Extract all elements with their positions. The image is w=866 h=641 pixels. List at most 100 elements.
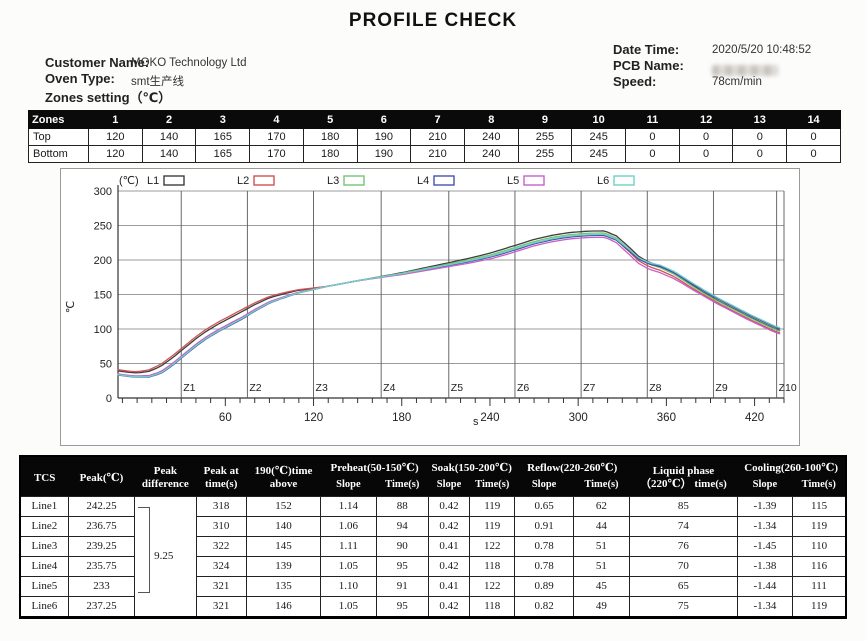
zone-temperature-cell: 165 xyxy=(195,145,251,163)
legend-label-L4: L4 xyxy=(417,175,429,187)
stats-cell-liquid: 76 xyxy=(629,535,738,557)
y-tick-label: 100 xyxy=(94,324,112,336)
stats-table-body: Line1 242.25 9.25 318 152 1.14 88 0.42 119 0.65 62… xyxy=(19,495,847,618)
stats-cell-pre_slope: 1.05 xyxy=(320,555,377,577)
col-header-preheat-slope: Slope xyxy=(320,476,377,497)
peak-difference-bracket xyxy=(138,506,151,593)
zone-temperature-cell: 0 xyxy=(786,128,841,146)
stats-cell-ref_time: 62 xyxy=(572,495,631,517)
stats-cell-peak: 233 xyxy=(67,575,136,597)
stats-cell-ref_slope: 0.89 xyxy=(514,575,574,597)
zone-number-header: 4 xyxy=(249,110,304,129)
stats-cell-soak_slope: 0.42 xyxy=(427,595,471,618)
profile-chart-panel: 0 50 100 150 200 250 300 Z1 Z2 Z3 Z4 Z5 Z6 Z7 Z8 Z9 Z10 6… xyxy=(60,168,800,446)
zone-label: Z1 xyxy=(183,382,195,394)
zone-number-header: 11 xyxy=(625,110,680,129)
date-time-label: Date Time: xyxy=(613,42,680,57)
zone-temperature-cell: 165 xyxy=(195,128,251,146)
y-tick-label: 200 xyxy=(94,255,112,267)
zone-number-header: 13 xyxy=(732,110,788,129)
y-tick-label: 300 xyxy=(94,186,112,198)
stats-cell-soak_time: 119 xyxy=(469,515,516,537)
zone-label: Z5 xyxy=(451,382,463,394)
redaction-smudge xyxy=(712,65,778,77)
stats-cell-liquid: 85 xyxy=(629,495,738,517)
stats-cell-liquid: 65 xyxy=(629,575,738,597)
stats-cell-peak_at: 321 xyxy=(195,575,247,597)
legend-label-L1: L1 xyxy=(147,175,159,187)
zone-temperature-cell: 0 xyxy=(732,145,788,163)
stats-cell-soak_time: 119 xyxy=(469,495,516,517)
stats-cell-cool_time: 111 xyxy=(792,575,847,597)
col-header-soak: Soak(150-200℃) xyxy=(428,456,515,477)
stats-cell-peak_at: 322 xyxy=(195,535,247,557)
pcb-name-redacted-value xyxy=(712,62,778,80)
stats-cell-tcs: Line5 xyxy=(19,575,69,597)
stats-cell-pre_time: 90 xyxy=(375,535,429,557)
zone-temperature-cell: 180 xyxy=(302,128,358,146)
zone-number-header: 12 xyxy=(678,110,734,129)
zone-temperature-cell: 240 xyxy=(463,145,519,163)
col-header-soak-slope: Slope xyxy=(428,476,470,497)
stats-cell-ref_slope: 0.65 xyxy=(514,495,574,517)
stats-cell-liquid: 70 xyxy=(629,555,738,577)
stats-cell-ref_time: 51 xyxy=(572,535,631,557)
x-tick-label: 420 xyxy=(745,412,764,424)
zone-temperature-cell: 180 xyxy=(302,145,358,163)
oven-type-label: Oven Type: xyxy=(45,71,115,86)
col-header-soak-time: Time(s) xyxy=(469,476,515,497)
stats-cell-soak_time: 122 xyxy=(469,535,516,557)
stats-cell-pre_time: 88 xyxy=(375,495,429,517)
zones-table-row: Top 120 140 165 170 180 190 210 240 255 245 0 0 0 0 xyxy=(28,128,841,146)
zones-table-body: Top 120 140 165 170 180 190 210 240 255 245 0 0 0 0 Bot… xyxy=(28,128,841,163)
col-header-cooling: Cooling(260-100℃) xyxy=(737,456,846,477)
stats-cell-soak_slope: 0.41 xyxy=(427,575,471,597)
x-tick-label: 180 xyxy=(392,412,411,424)
stats-cell-cool_time: 119 xyxy=(792,515,847,537)
zone-temperature-cell: 190 xyxy=(356,145,412,163)
stats-cell-ref_slope: 0.91 xyxy=(514,515,574,537)
zone-label: Z10 xyxy=(779,382,797,394)
date-time-value: 2020/5/20 10:48:52 xyxy=(712,44,812,56)
legend-swatch-L5 xyxy=(523,175,545,186)
zone-row-label: Top xyxy=(28,128,89,146)
x-tick-label: 60 xyxy=(219,412,232,424)
stats-cell-pre_slope: 1.06 xyxy=(320,515,377,537)
zone-temperature-cell: 0 xyxy=(732,128,788,146)
stats-cell-ref_time: 51 xyxy=(572,555,631,577)
stats-cell-liquid: 75 xyxy=(629,595,738,618)
col-header-cooling-slope: Slope xyxy=(737,476,793,497)
legend-label-L3: L3 xyxy=(327,175,339,187)
x-tick-label: 300 xyxy=(569,412,588,424)
stats-cell-cool_time: 115 xyxy=(792,495,847,517)
legend-label-L2: L2 xyxy=(237,175,249,187)
zone-number-header: 7 xyxy=(410,110,465,129)
stats-cell-pre_slope: 1.05 xyxy=(320,595,377,618)
stats-cell-peak_at: 324 xyxy=(195,555,247,577)
stats-table-row: Line1 242.25 9.25 318 152 1.14 88 0.42 119 0.65 62… xyxy=(19,495,847,618)
stats-cell-ref_time: 49 xyxy=(572,595,631,618)
col-header-liquid-phase: Liquid phase （220℃） time(s) xyxy=(629,456,738,497)
zone-temperature-cell: 0 xyxy=(678,128,734,146)
stats-cell-ref_slope: 0.78 xyxy=(514,555,574,577)
legend-swatch-L4 xyxy=(433,175,455,186)
zone-temperature-cell: 255 xyxy=(517,128,573,146)
zone-temperature-cell: 240 xyxy=(463,128,519,146)
stats-cell-t190: 135 xyxy=(245,575,322,597)
stats-cell-peak: 235.75 xyxy=(67,555,136,577)
stats-cell-tcs: Line2 xyxy=(19,515,69,537)
zone-temperature-cell: 140 xyxy=(141,145,197,163)
zone-temperature-cell: 120 xyxy=(88,145,143,163)
speed-label: Speed: xyxy=(613,74,657,89)
legend-label-L6: L6 xyxy=(597,175,609,187)
zone-temperature-cell: 210 xyxy=(410,128,465,146)
stats-cell-tcs: Line1 xyxy=(19,495,69,517)
stats-cell-ref_time: 44 xyxy=(572,515,631,537)
profile-curve-L6 xyxy=(117,233,781,378)
zone-label: Z9 xyxy=(715,382,727,394)
stats-cell-cool_slope: -1.45 xyxy=(736,535,794,557)
legend-swatch-L1 xyxy=(163,175,185,186)
profile-stats-table: TCS Peak(℃) Peak difference Peak at time… xyxy=(19,455,847,619)
col-header-peak-at-time: Peak at time(s) xyxy=(196,456,247,497)
